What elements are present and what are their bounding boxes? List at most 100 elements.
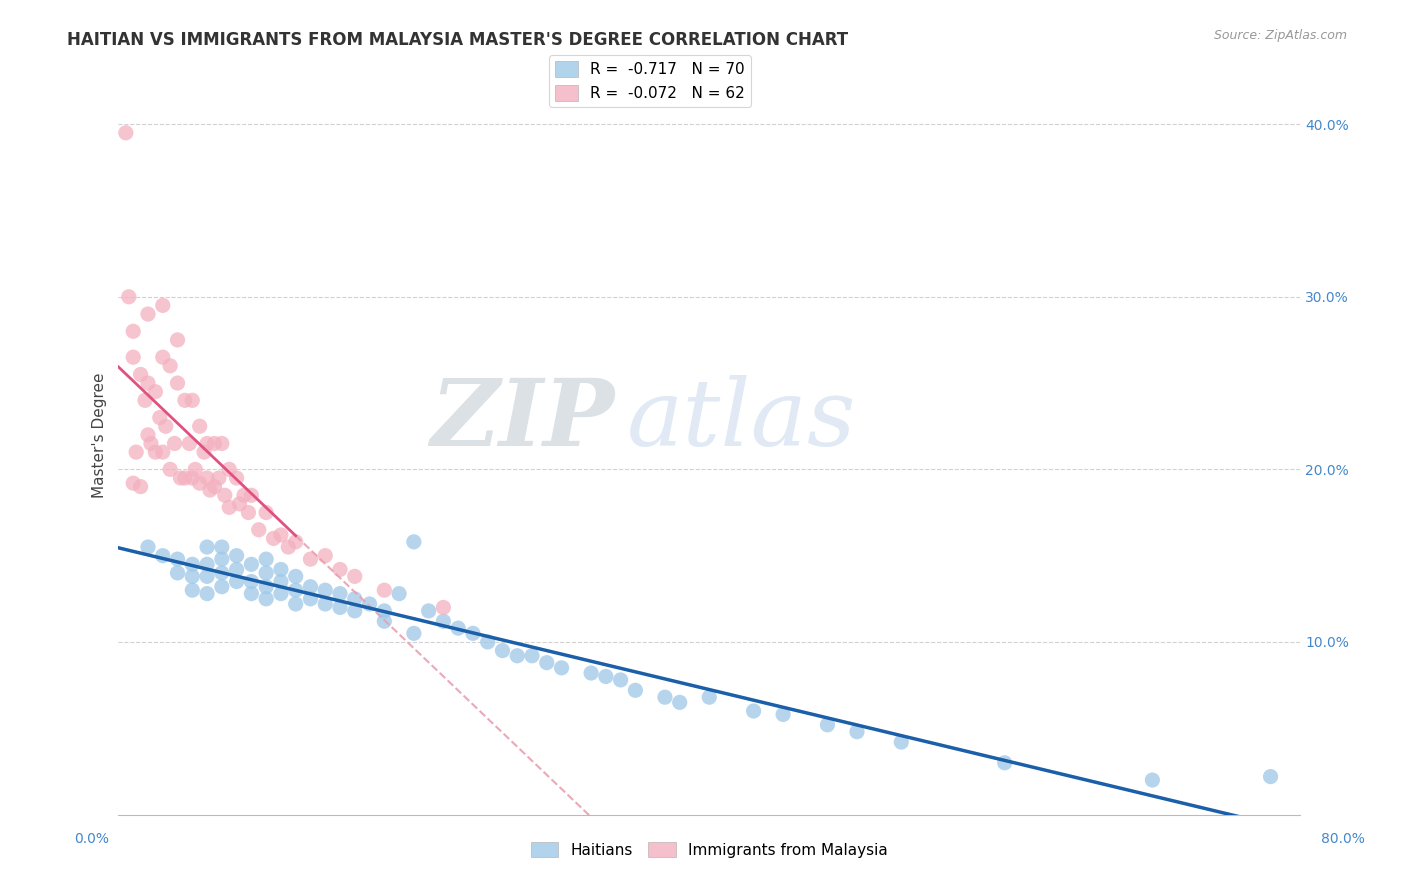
Point: [193, 445, 215, 459]
Point: [218, 462, 240, 476]
Point: [169, 471, 191, 485]
Point: [152, 549, 174, 563]
Point: [181, 393, 204, 408]
Point: [181, 583, 204, 598]
Text: atlas: atlas: [627, 375, 856, 465]
Point: [270, 562, 292, 576]
Point: [166, 333, 188, 347]
Point: [166, 566, 188, 580]
Point: [166, 376, 188, 390]
Point: [815, 718, 838, 732]
Point: [491, 643, 513, 657]
Text: ZIP: ZIP: [430, 375, 614, 465]
Point: [149, 410, 172, 425]
Point: [214, 488, 236, 502]
Point: [152, 445, 174, 459]
Point: [270, 587, 292, 601]
Point: [284, 569, 307, 583]
Point: [163, 436, 186, 450]
Y-axis label: Master's Degree: Master's Degree: [93, 372, 107, 498]
Point: [198, 483, 221, 497]
Point: [211, 540, 233, 554]
Point: [418, 604, 440, 618]
Point: [145, 384, 167, 399]
Point: [122, 350, 145, 364]
Point: [240, 488, 263, 502]
Point: [536, 656, 558, 670]
Point: [254, 566, 277, 580]
Point: [277, 540, 299, 554]
Point: [343, 604, 366, 618]
Point: [254, 591, 277, 606]
Point: [550, 661, 572, 675]
Point: [299, 591, 322, 606]
Point: [204, 480, 226, 494]
Text: 0.0%: 0.0%: [75, 832, 108, 846]
Point: [211, 566, 233, 580]
Point: [129, 368, 152, 382]
Point: [477, 635, 499, 649]
Point: [179, 436, 201, 450]
Point: [188, 419, 211, 434]
Point: [136, 427, 159, 442]
Point: [994, 756, 1017, 770]
Point: [181, 569, 204, 583]
Point: [284, 597, 307, 611]
Point: [240, 574, 263, 589]
Point: [654, 690, 676, 705]
Point: [697, 690, 720, 705]
Point: [240, 587, 263, 601]
Point: [520, 648, 543, 663]
Point: [299, 580, 322, 594]
Point: [284, 534, 307, 549]
Point: [129, 480, 152, 494]
Point: [174, 393, 197, 408]
Point: [373, 604, 395, 618]
Point: [240, 558, 263, 572]
Point: [166, 552, 188, 566]
Point: [432, 614, 454, 628]
Point: [447, 621, 470, 635]
Point: [225, 549, 247, 563]
Point: [579, 666, 602, 681]
Point: [228, 497, 250, 511]
Point: [181, 471, 204, 485]
Point: [595, 669, 617, 683]
Point: [772, 707, 794, 722]
Legend: R =  -0.717   N = 70, R =  -0.072   N = 62: R = -0.717 N = 70, R = -0.072 N = 62: [550, 55, 751, 107]
Point: [122, 476, 145, 491]
Point: [624, 683, 647, 698]
Point: [270, 574, 292, 589]
Point: [195, 471, 218, 485]
Point: [461, 626, 484, 640]
Point: [155, 419, 177, 434]
Point: [225, 471, 247, 485]
Point: [1142, 772, 1164, 787]
Point: [263, 532, 285, 546]
Point: [254, 506, 277, 520]
Point: [122, 324, 145, 338]
Point: [506, 648, 529, 663]
Point: [211, 552, 233, 566]
Point: [233, 488, 256, 502]
Point: [181, 558, 204, 572]
Point: [329, 562, 352, 576]
Point: [211, 580, 233, 594]
Point: [254, 580, 277, 594]
Point: [238, 506, 260, 520]
Point: [136, 540, 159, 554]
Point: [118, 290, 141, 304]
Point: [329, 600, 352, 615]
Point: [136, 307, 159, 321]
Point: [134, 393, 156, 408]
Point: [742, 704, 765, 718]
Text: 80.0%: 80.0%: [1320, 832, 1365, 846]
Point: [668, 695, 690, 709]
Point: [195, 587, 218, 601]
Point: [174, 471, 197, 485]
Text: HAITIAN VS IMMIGRANTS FROM MALAYSIA MASTER'S DEGREE CORRELATION CHART: HAITIAN VS IMMIGRANTS FROM MALAYSIA MAST…: [67, 31, 849, 49]
Point: [1260, 770, 1282, 784]
Point: [314, 549, 336, 563]
Point: [218, 500, 240, 515]
Point: [402, 534, 425, 549]
